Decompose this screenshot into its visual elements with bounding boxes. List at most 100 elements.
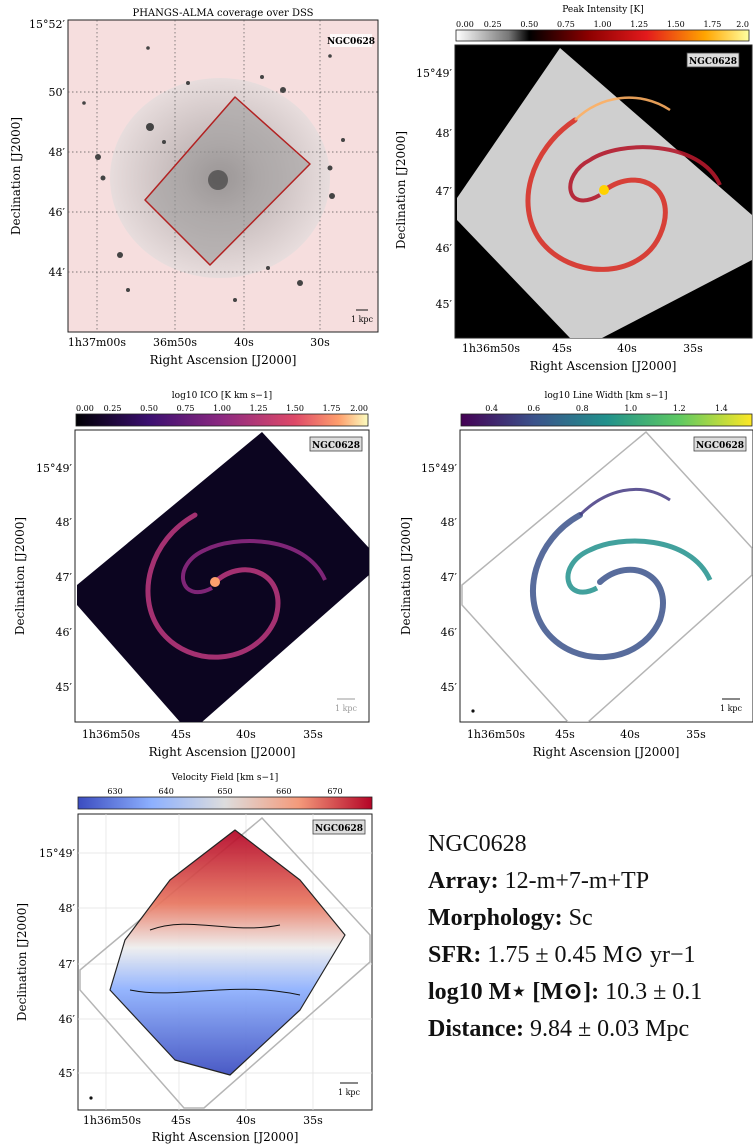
panel-title: PHANGS-ALMA coverage over DSS: [132, 8, 313, 19]
colorbar-tick-label: 0.50: [520, 20, 538, 29]
colorbar: [460, 413, 753, 427]
velocity-map: [109, 829, 346, 1076]
y-axis-label: Declination [J2000]: [9, 117, 23, 235]
colorbar-tick-label: 2.00: [350, 404, 368, 413]
velocity-contour: [129, 923, 301, 996]
y-tick-label: 50′: [49, 86, 66, 99]
array-value: 12-m+7-m+TP: [504, 868, 650, 894]
y-tick-label: 46′: [59, 1013, 76, 1026]
colorbar-title: log10 Line Width [km s−1]: [545, 391, 668, 401]
x-tick-label: 36m50s: [153, 336, 197, 349]
y-tick-label: 47′: [441, 571, 458, 584]
y-tick-label: 48′: [49, 146, 66, 159]
sfr-value: 1.75 ± 0.45 M⊙ yr−1: [487, 942, 696, 968]
galaxy-core: [208, 170, 228, 190]
x-axis-label: Right Ascension [J2000]: [533, 745, 680, 759]
colorbar-tick-label: 640: [159, 787, 174, 796]
panel-badge: NGC0628: [327, 37, 375, 47]
colorbar-tick-label: 1.00: [594, 20, 612, 29]
stellar-mass-value: 10.3 ± 0.1: [605, 979, 703, 1005]
x-axis-label: Right Ascension [J2000]: [152, 1130, 299, 1144]
colorbar-tick-label: 1.0: [624, 404, 637, 413]
coverage-outline: [79, 816, 371, 1109]
spiral-arm: [568, 145, 722, 203]
distance-value: 9.84 ± 0.03 Mpc: [529, 1016, 690, 1042]
scalebar-label: 1 kpc: [720, 704, 743, 713]
y-tick-label: 15°49′: [421, 462, 457, 475]
panel-badge-box: [686, 52, 740, 68]
x-tick-label: 40s: [236, 1114, 256, 1127]
colorbar-tick-label: 0.6: [527, 404, 540, 413]
panel-dss: PHANGS-ALMA coverage over DSS NGC0628: [9, 8, 379, 367]
x-tick-label: 40s: [617, 342, 637, 355]
morphology-label: Morphology:: [428, 905, 563, 931]
colorbar-tick-label: 0.25: [484, 20, 502, 29]
y-tick-label: 46′: [441, 626, 458, 639]
y-tick-label: 48′: [436, 127, 453, 140]
spiral-arm: [181, 539, 327, 595]
colorbar-tick-label: 0.75: [557, 20, 575, 29]
colorbar-tick-label: 1.4: [715, 404, 728, 413]
x-axis-label: Right Ascension [J2000]: [149, 745, 296, 759]
panel-peak-intensity: Peak Intensity [K] 0.00 0.25 0.50 0.75 1.00 1…: [394, 5, 753, 373]
spiral-arm: [574, 96, 671, 121]
y-tick-label: 46′: [436, 242, 453, 255]
colorbar-tick-label: 1.50: [667, 20, 685, 29]
panel-badge: NGC0628: [315, 824, 363, 834]
y-tick-label: 45′: [56, 681, 73, 694]
y-tick-label: 45′: [441, 681, 458, 694]
x-tick-label: 35s: [303, 728, 323, 741]
x-tick-label: 35s: [303, 1114, 323, 1127]
beam-marker: [89, 1096, 93, 1100]
array-row: Array: 12-m+7-m+TP: [428, 863, 748, 900]
x-tick-label: 30s: [310, 336, 330, 349]
colorbar-tick-label: 0.8: [576, 404, 589, 413]
array-label: Array:: [428, 868, 499, 894]
x-axis-label: Right Ascension [J2000]: [150, 353, 297, 367]
scalebar-label: 1 kpc: [351, 315, 374, 324]
panel-badge: NGC0628: [696, 441, 744, 451]
x-tick-label: 40s: [620, 728, 640, 741]
y-tick-label: 45′: [59, 1067, 76, 1080]
stellar-mass-row: log10 M⋆ [M⊙]: 10.3 ± 0.1: [428, 974, 748, 1011]
colorbar-tick-label: 2.0: [736, 20, 749, 29]
y-tick-label: 46′: [56, 626, 73, 639]
colorbar-tick-label: 0.00: [456, 20, 474, 29]
x-tick-label: 45s: [171, 728, 191, 741]
panel-badge-box: [693, 436, 747, 452]
y-axis-label: Declination [J2000]: [13, 517, 27, 635]
x-tick-label: 45s: [552, 342, 572, 355]
dss-stars: [82, 46, 345, 302]
y-tick-label: 44′: [49, 266, 66, 279]
y-tick-label: 48′: [56, 516, 73, 529]
x-tick-label: 1h37m00s: [68, 336, 127, 349]
colorbar-tick-label: 660: [276, 787, 291, 796]
colorbar-title: Velocity Field [km s−1]: [171, 773, 278, 783]
x-tick-label: 35s: [686, 728, 706, 741]
y-tick-label: 15°52′: [29, 18, 65, 31]
colorbar-tick-label: 1.50: [286, 404, 304, 413]
galaxy-center: [210, 577, 220, 587]
y-tick-label: 46′: [49, 206, 66, 219]
galaxy-name: NGC0628: [428, 831, 527, 857]
colorbar-tick-label: 0.50: [140, 404, 158, 413]
coverage-outline: [461, 430, 753, 722]
distance-row: Distance: 9.84 ± 0.03 Mpc: [428, 1011, 748, 1048]
panel-badge: NGC0628: [312, 441, 360, 451]
y-tick-label: 15°49′: [36, 462, 72, 475]
colorbar: [77, 796, 373, 810]
panel-badge: NGC0628: [689, 57, 737, 67]
colorbar-title: Peak Intensity [K]: [562, 5, 644, 15]
colorbar-tick-label: 0.75: [177, 404, 195, 413]
beam-marker: [471, 709, 475, 713]
colorbar-tick-label: 1.00: [213, 404, 231, 413]
x-tick-label: 45s: [171, 1114, 191, 1127]
colorbar: [75, 413, 369, 427]
x-axis-label: Right Ascension [J2000]: [530, 359, 677, 373]
galaxy-center: [599, 185, 609, 195]
sfr-label: SFR:: [428, 942, 482, 968]
panel-badge-box: [312, 819, 366, 835]
x-tick-label: 35s: [683, 342, 703, 355]
morphology-row: Morphology: Sc: [428, 900, 748, 937]
